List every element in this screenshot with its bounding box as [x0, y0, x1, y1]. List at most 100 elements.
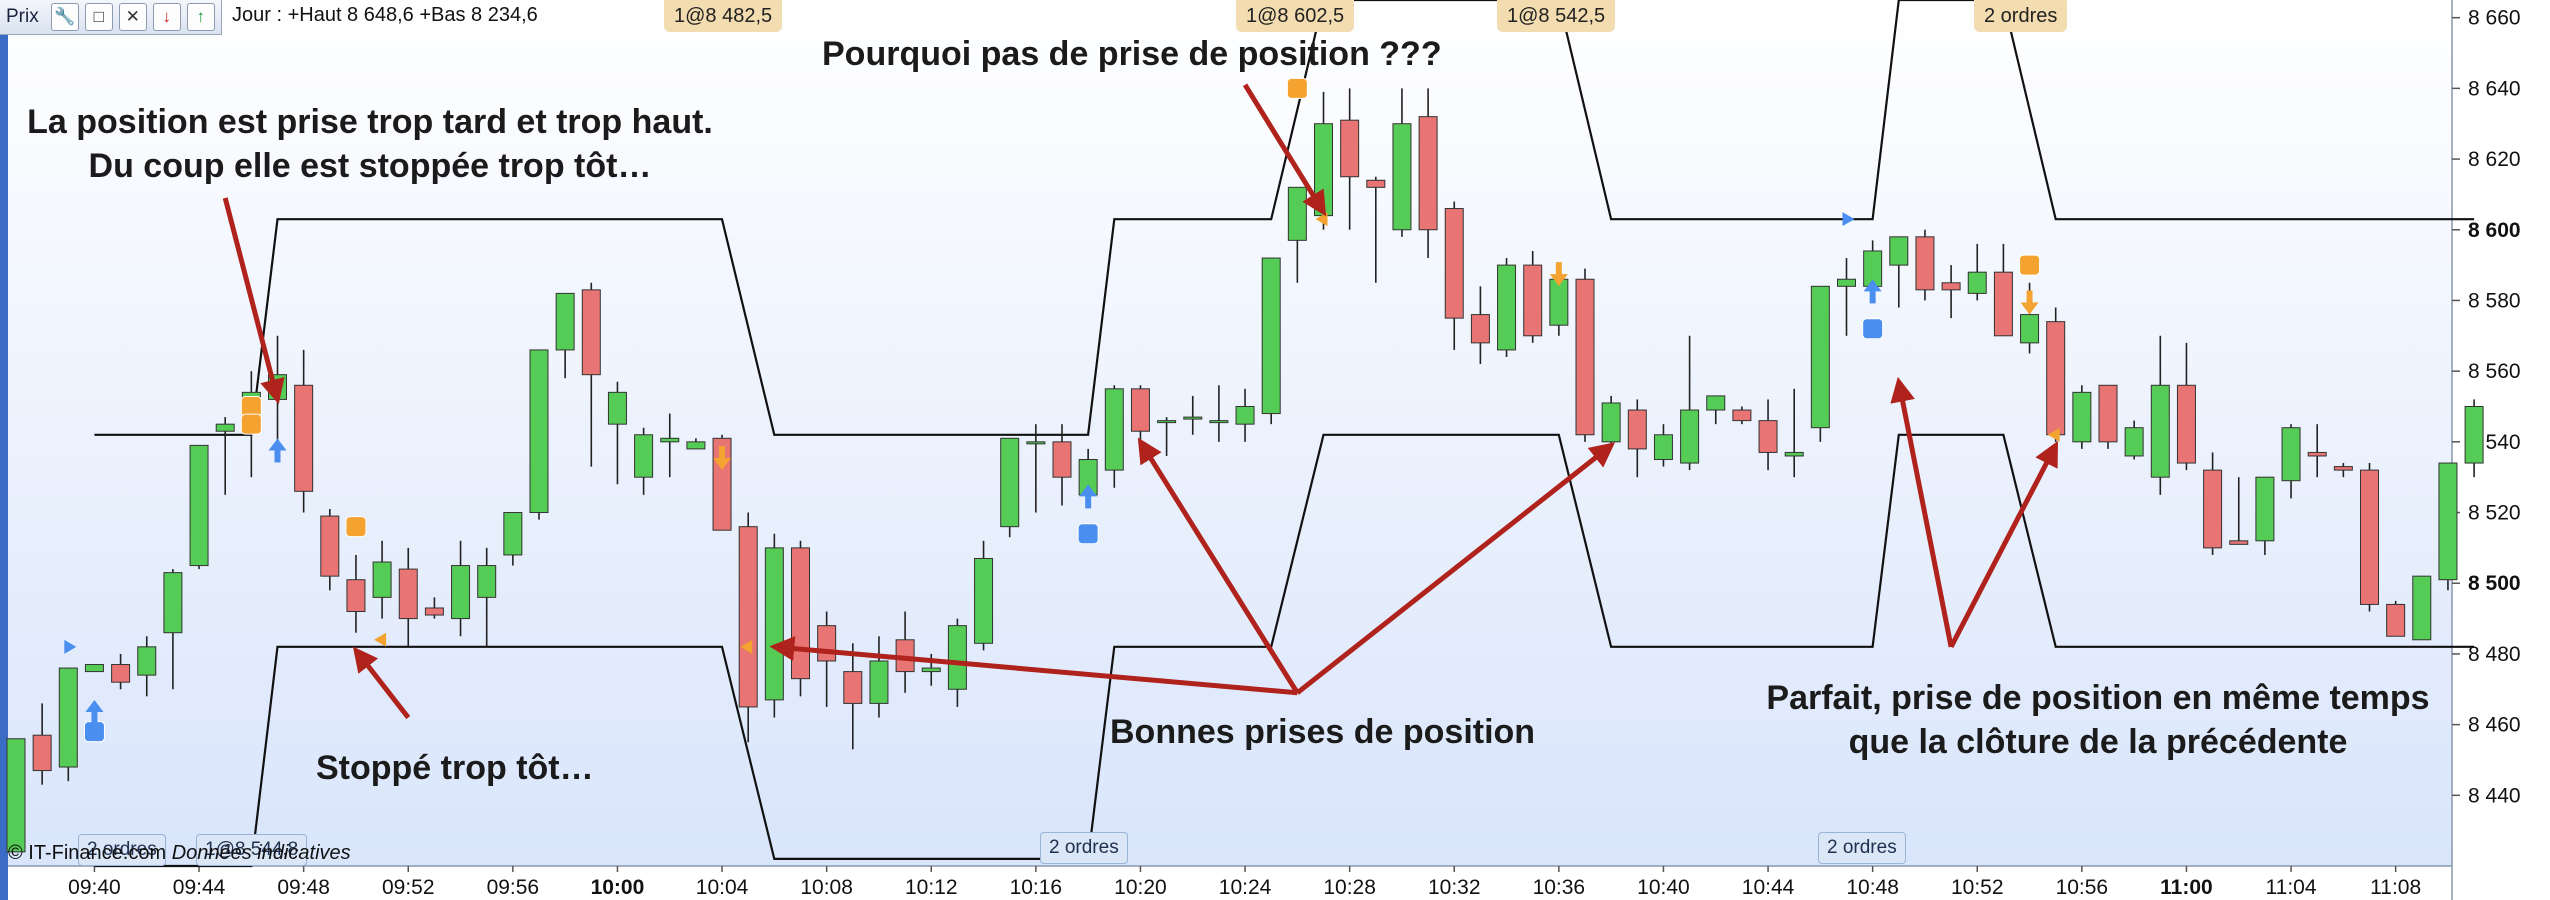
candle-down — [1758, 420, 1778, 453]
candle-down — [1052, 441, 1072, 478]
annotation-arrow — [1295, 442, 1616, 695]
candle-up — [2124, 427, 2144, 457]
candle-down — [111, 664, 131, 683]
candle-up — [869, 660, 889, 704]
order-square-marker — [83, 721, 105, 743]
channel-line-upper — [94, 0, 2475, 436]
x-tick-label: 10:00 — [591, 876, 645, 899]
annotation-arrow — [222, 197, 285, 405]
annotation-stopped-early: Stoppé trop tôt… — [316, 749, 594, 787]
candle-down — [1444, 208, 1464, 319]
candle-down — [1575, 278, 1595, 436]
close-icon[interactable]: ✕ — [118, 3, 147, 31]
candle-up — [1235, 405, 1255, 425]
y-tick-label: 8 460 — [2468, 714, 2521, 737]
exit-marker — [740, 639, 753, 654]
candle-down — [1941, 282, 1961, 291]
x-tick-label: 10:36 — [1533, 876, 1586, 899]
candle-up — [1680, 409, 1700, 464]
candle-up — [1392, 123, 1412, 231]
candle-down — [2386, 603, 2406, 637]
x-tick-label: 10:24 — [1219, 876, 1272, 899]
candle-down — [581, 289, 601, 376]
candle-down — [2176, 384, 2196, 464]
annotation-arrow — [1137, 437, 1300, 695]
candle-up — [660, 437, 680, 443]
candle-up — [1287, 186, 1307, 241]
y-tick-label: 8 660 — [2468, 7, 2521, 30]
candle-up — [607, 391, 627, 425]
entry-marker — [64, 639, 77, 654]
candle-up — [1653, 434, 1673, 461]
y-tick-label: 8 620 — [2468, 148, 2521, 171]
annotation-good-entries: Bonnes prises de position — [1110, 713, 1536, 751]
candle-up — [503, 512, 523, 556]
candle-down — [843, 671, 863, 704]
annotation-perfect-entry: Parfait, prise de position en même temps… — [1766, 679, 2430, 762]
sell-arrow-marker — [1549, 262, 1568, 287]
candle-up — [1837, 278, 1856, 287]
candle-up — [529, 349, 549, 514]
candle-up — [921, 667, 941, 673]
order-badge[interactable]: 1@8 482,5 — [664, 0, 783, 32]
order-badge[interactable]: 1@8 602,5 — [1236, 0, 1355, 32]
order-square-marker — [1862, 318, 1884, 340]
window-icon[interactable]: □ — [84, 3, 113, 31]
download-icon[interactable]: ↓ — [152, 3, 181, 31]
candle-up — [555, 292, 575, 351]
order-badge[interactable]: 1@8 542,5 — [1497, 0, 1616, 32]
candle-down — [1470, 314, 1490, 344]
candle-down — [1130, 388, 1150, 432]
order-square-marker — [240, 413, 262, 435]
x-tick-label: 10:40 — [1637, 876, 1690, 899]
candle-up — [1104, 388, 1124, 471]
candle-down — [738, 526, 758, 708]
toolbar-title: Prix — [6, 6, 39, 27]
candle-down — [1418, 116, 1438, 231]
candle-down — [2046, 321, 2066, 436]
y-tick-label: 8 500 — [2468, 572, 2521, 595]
order-badge[interactable]: 2 ordres — [1974, 0, 2068, 32]
annotation-arrow — [769, 636, 1298, 696]
candle-down — [320, 515, 340, 577]
buy-arrow-marker — [1079, 484, 1098, 509]
x-tick-label: 10:08 — [800, 876, 853, 899]
candle-up — [1000, 437, 1020, 528]
orders-badge[interactable]: 2 ordres — [1040, 832, 1128, 864]
candle-up — [2281, 427, 2301, 482]
candle-down — [294, 384, 314, 492]
annotation-late-entry: La position est prise trop tard et trop … — [27, 103, 713, 186]
wrench-icon[interactable]: 🔧 — [50, 3, 79, 31]
candle-down — [1366, 179, 1386, 188]
candle-up — [477, 565, 497, 598]
buy-arrow-marker — [268, 438, 287, 463]
candle-up — [2464, 405, 2484, 464]
buy-arrow-marker — [85, 700, 104, 725]
candle-down — [1340, 119, 1360, 178]
annotation-arrow — [1890, 376, 1954, 648]
orders-badge[interactable]: 2 ordres — [1818, 832, 1906, 864]
sell-arrow-marker — [713, 445, 732, 470]
upload-icon[interactable]: ↑ — [186, 3, 215, 31]
candle-up — [764, 547, 784, 701]
x-tick-label: 11:08 — [2370, 876, 2421, 899]
orders-badge[interactable]: 2 ordres — [78, 834, 166, 866]
candle-up — [2150, 384, 2170, 478]
copyright-notice: © IT-Finance.com Données indicatives — [8, 842, 351, 865]
candle-down — [1732, 409, 1752, 422]
y-tick-label: 8 480 — [2468, 643, 2521, 666]
candle-up — [1601, 402, 1621, 443]
plot-background — [8, 0, 2452, 866]
orders-badge[interactable]: 1@8 544,8 — [196, 834, 308, 866]
sell-arrow-marker — [2020, 290, 2039, 315]
x-tick-label: 10:32 — [1428, 876, 1481, 899]
x-tick-label: 10:20 — [1114, 876, 1167, 899]
candle-down — [1523, 264, 1543, 337]
y-tick-label: 8 580 — [2468, 289, 2521, 312]
y-tick-label: 8 600 — [2468, 219, 2521, 242]
candle-down — [817, 625, 837, 662]
candle-up — [1706, 395, 1726, 411]
candle-up — [974, 557, 994, 644]
